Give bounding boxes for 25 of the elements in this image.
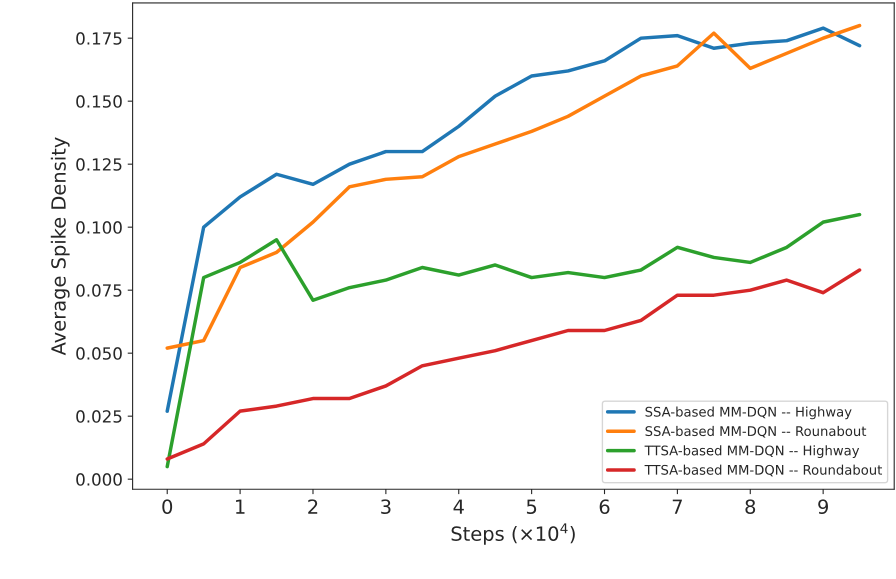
y-tick-label: 0.125: [76, 158, 122, 171]
legend-label: SSA-based MM-DQN -- Rounabout: [646, 426, 866, 438]
x-tick-label: 9: [818, 499, 828, 514]
y-tick-label: 0.100: [76, 221, 122, 234]
legend-label: TTSA-based MM-DQN -- Roundabout: [644, 464, 882, 476]
legend-label: TTSA-based MM-DQN -- Highway: [644, 445, 860, 458]
y-tick-label: 0.000: [76, 473, 122, 486]
x-tick-label: 1: [236, 500, 244, 514]
y-tick-label: 0.050: [76, 347, 122, 360]
x-tick-label: 3: [381, 499, 390, 514]
y-tick-label: 0.150: [76, 95, 122, 108]
x-tick-label: 5: [526, 500, 536, 514]
x-tick-label: 4: [454, 500, 464, 514]
y-tick-label: 0.175: [76, 32, 122, 45]
x-tick-label: 8: [745, 499, 756, 514]
x-tick-label: 6: [600, 499, 610, 514]
line-series: [165, 24, 862, 350]
y-tick-label: 0.075: [76, 284, 122, 297]
y-tick-label: 0.025: [76, 410, 122, 423]
y-axis-title: Average Spike Density: [50, 137, 70, 356]
x-tick-label: 0: [162, 499, 172, 514]
x-axis-title: Steps (×10$^{4}$): [452, 523, 575, 545]
legend-label: SSA-based MM-DQN -- Highway: [646, 406, 852, 420]
x-tick-label: 7: [672, 500, 682, 514]
x-tick-label: 2: [308, 499, 318, 514]
